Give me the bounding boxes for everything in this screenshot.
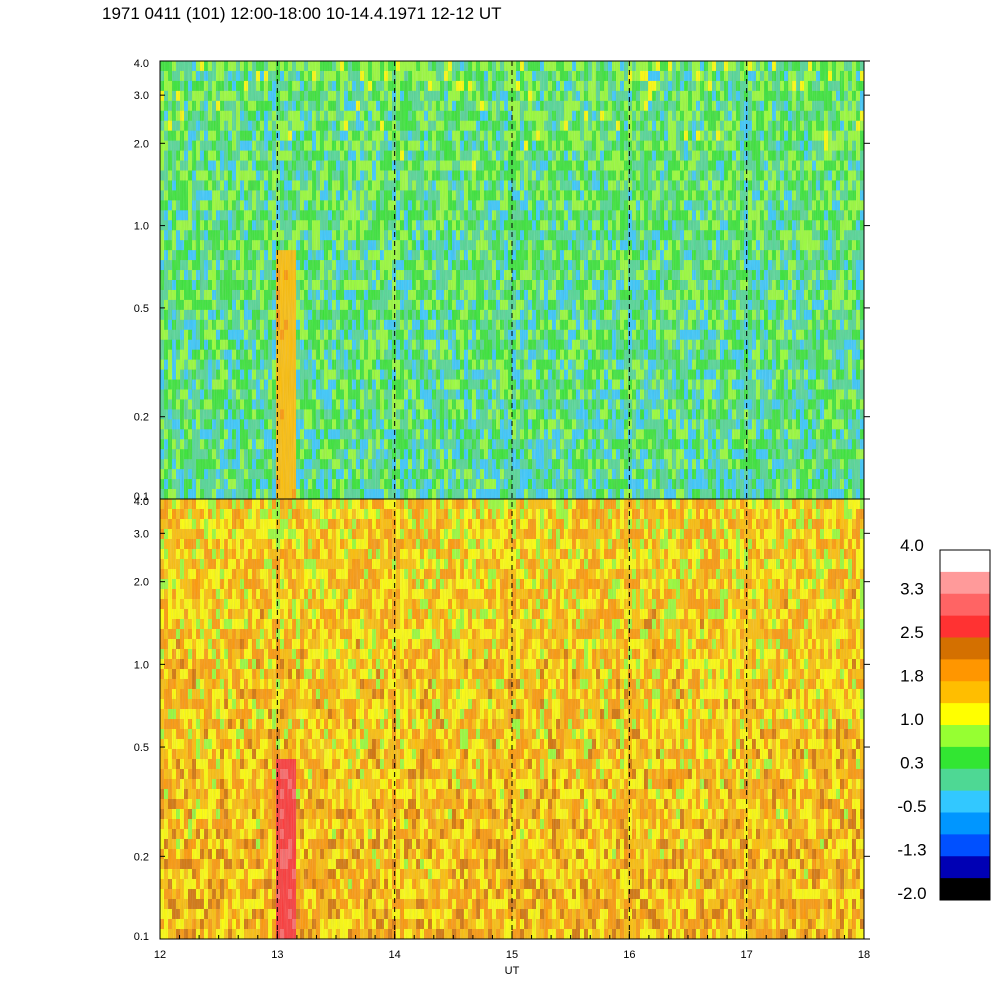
chart-title: 1971 0411 (101) 12:00-18:00 10-14.4.1971… bbox=[102, 4, 502, 23]
